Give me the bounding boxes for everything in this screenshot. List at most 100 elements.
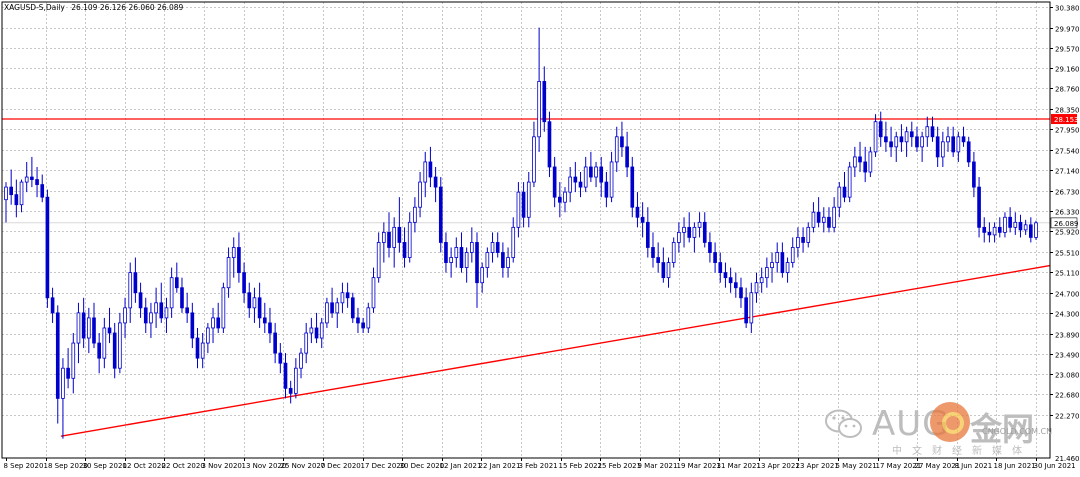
candle-body-down bbox=[604, 181, 609, 198]
candle-body-up bbox=[1013, 221, 1018, 228]
candle bbox=[573, 161, 578, 193]
candle bbox=[796, 227, 800, 258]
candle bbox=[894, 131, 899, 162]
candle-body-up bbox=[252, 297, 257, 309]
candle-body-up bbox=[71, 342, 76, 379]
candle bbox=[102, 317, 107, 369]
y-tick-label: 29.570 bbox=[1055, 46, 1080, 54]
candle bbox=[444, 232, 448, 273]
candle-body-down bbox=[262, 317, 267, 324]
candle-body-up bbox=[594, 166, 598, 178]
candle-body-up bbox=[920, 136, 924, 148]
x-tick-label: 22 Jan 2021 bbox=[479, 462, 521, 470]
candle-body-down bbox=[50, 297, 55, 314]
candle-body-up bbox=[418, 181, 422, 208]
candle-body-up bbox=[583, 166, 588, 188]
candle bbox=[501, 242, 505, 278]
candle bbox=[4, 182, 8, 223]
candle bbox=[1018, 214, 1023, 238]
candle bbox=[811, 202, 816, 233]
x-tick-label: 9 Mar 2021 bbox=[638, 462, 678, 470]
candle bbox=[314, 312, 319, 344]
candle bbox=[283, 353, 288, 399]
candle bbox=[599, 156, 604, 198]
candle-body-up bbox=[806, 226, 811, 243]
y-tick-label: 24.700 bbox=[1055, 291, 1080, 299]
candle bbox=[832, 197, 836, 233]
candle bbox=[123, 297, 127, 339]
candle bbox=[775, 242, 780, 273]
candle bbox=[30, 156, 34, 188]
candle bbox=[413, 197, 417, 233]
candle bbox=[195, 327, 200, 369]
candle-body-down bbox=[842, 186, 847, 198]
candle-body-down bbox=[718, 262, 723, 274]
candle bbox=[118, 312, 122, 374]
candle-body-up bbox=[102, 327, 107, 359]
candle bbox=[790, 237, 795, 268]
candle bbox=[402, 227, 407, 268]
candle bbox=[66, 348, 70, 389]
candle-body-up bbox=[941, 141, 945, 158]
candle bbox=[651, 232, 655, 268]
candle bbox=[801, 227, 805, 253]
candle bbox=[190, 302, 195, 349]
candle bbox=[361, 317, 365, 333]
candle-body-up bbox=[309, 327, 314, 334]
x-tick-label: 15 Feb 2021 bbox=[559, 462, 603, 470]
candle-body-up bbox=[697, 221, 702, 228]
candle-body-down bbox=[599, 166, 604, 183]
candle bbox=[273, 322, 277, 364]
candle-body-down bbox=[801, 237, 805, 243]
candle-body-down bbox=[459, 247, 464, 268]
candle-body-down bbox=[987, 231, 992, 236]
candle bbox=[697, 212, 702, 238]
candle bbox=[330, 287, 334, 318]
y-tick-label: 29.160 bbox=[1055, 66, 1080, 74]
candle bbox=[71, 332, 76, 394]
candle bbox=[24, 161, 29, 193]
candle-body-up bbox=[464, 252, 469, 268]
candle bbox=[620, 121, 624, 157]
x-tick-label: 7 Dec 2020 bbox=[321, 462, 361, 470]
candle-body-up bbox=[371, 277, 376, 309]
candle-body-down bbox=[630, 166, 635, 208]
candle bbox=[490, 232, 495, 263]
candle-body-up bbox=[537, 81, 541, 138]
candle-body-down bbox=[143, 307, 148, 324]
candle-body-down bbox=[651, 247, 655, 258]
candle-body-down bbox=[237, 247, 241, 274]
x-tick-label: 27 May 2021 bbox=[915, 462, 961, 470]
candle bbox=[759, 267, 764, 293]
candle bbox=[268, 307, 272, 344]
candle bbox=[682, 217, 686, 248]
candle-body-down bbox=[190, 312, 195, 339]
candle bbox=[231, 237, 236, 278]
candle-body-down bbox=[542, 81, 547, 123]
chart-symbol: XAGUSD-S,Daily bbox=[4, 3, 65, 12]
candle bbox=[692, 222, 697, 253]
candle-body-down bbox=[216, 317, 221, 329]
candle-body-down bbox=[350, 297, 355, 319]
grid bbox=[2, 2, 1050, 458]
candle bbox=[76, 302, 81, 364]
candle-body-up bbox=[392, 226, 397, 248]
candle-body-down bbox=[9, 186, 13, 196]
candle-body-up bbox=[407, 221, 412, 258]
candle-body-up bbox=[853, 156, 857, 168]
candle bbox=[1029, 217, 1033, 243]
candle-body-down bbox=[14, 194, 19, 206]
candle-body-down bbox=[501, 252, 505, 268]
candle-body-down bbox=[557, 196, 562, 203]
candle-body-down bbox=[356, 317, 360, 324]
candle-body-down bbox=[728, 277, 733, 284]
candle bbox=[671, 237, 676, 268]
candle bbox=[1034, 220, 1038, 240]
candle bbox=[9, 169, 13, 205]
candle-body-down bbox=[433, 176, 438, 188]
candle bbox=[45, 189, 50, 308]
candle bbox=[475, 232, 479, 308]
candle bbox=[966, 136, 971, 167]
x-tick-label: 19 Mar 2021 bbox=[677, 462, 721, 470]
